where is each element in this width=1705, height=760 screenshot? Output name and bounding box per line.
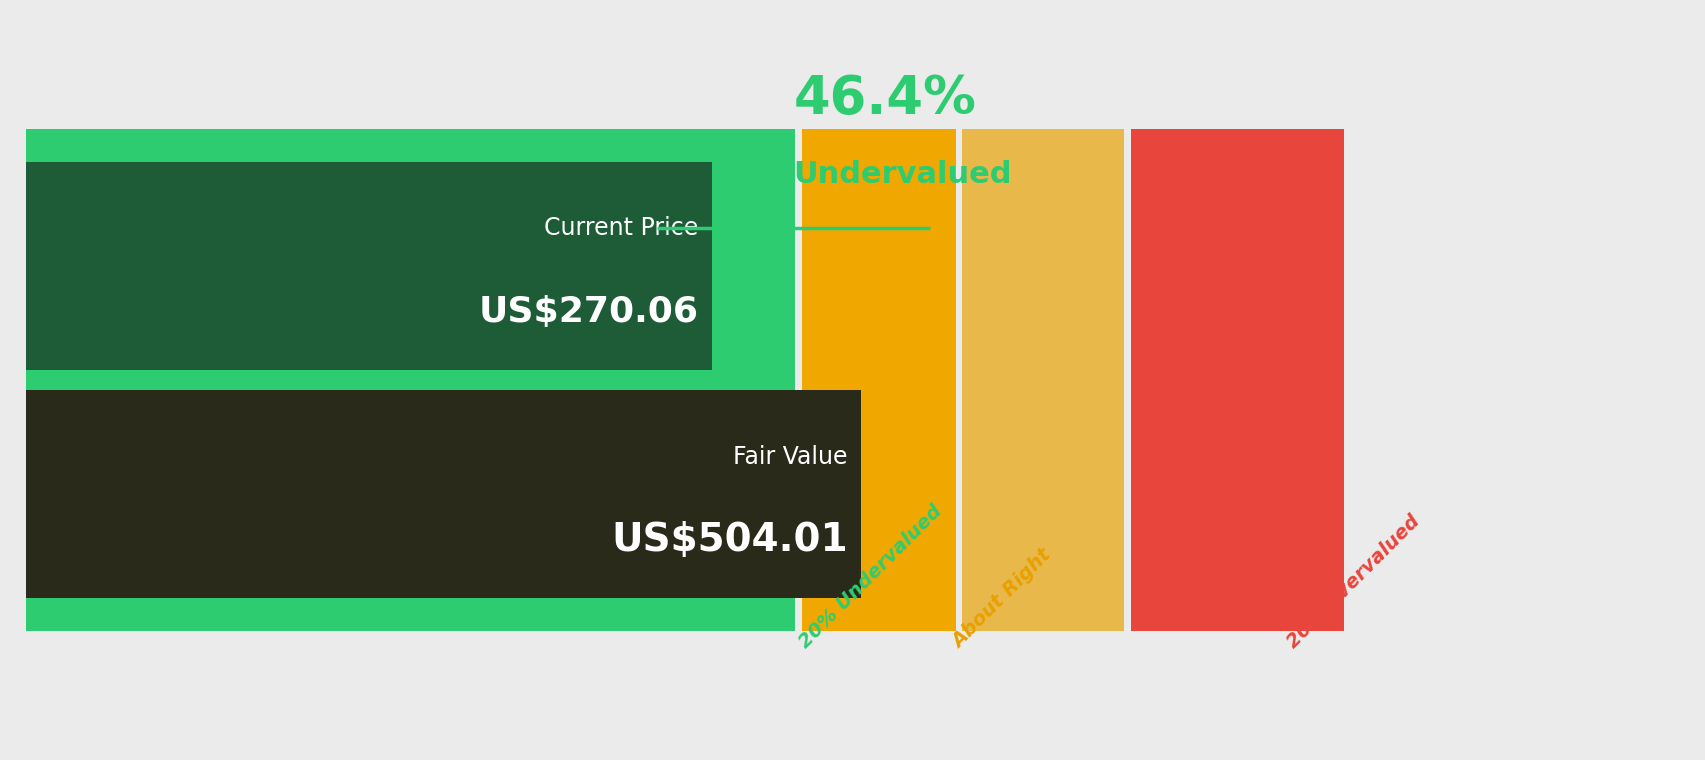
Text: Current Price: Current Price (544, 217, 699, 240)
Bar (962, 129, 1124, 631)
Text: About Right: About Right (948, 546, 1055, 652)
Bar (26, 390, 861, 598)
Text: US$504.01: US$504.01 (610, 521, 847, 559)
Text: US$270.06: US$270.06 (479, 295, 699, 328)
Text: Fair Value: Fair Value (733, 445, 847, 469)
Text: 46.4%: 46.4% (793, 73, 975, 125)
Text: 20% Undervalued: 20% Undervalued (795, 502, 945, 652)
Text: Undervalued: Undervalued (793, 160, 1011, 189)
Text: 20% Overvalued: 20% Overvalued (1282, 511, 1422, 652)
Bar (26, 162, 713, 370)
Bar (1130, 129, 1344, 631)
Bar (26, 129, 795, 631)
Bar (801, 129, 955, 631)
